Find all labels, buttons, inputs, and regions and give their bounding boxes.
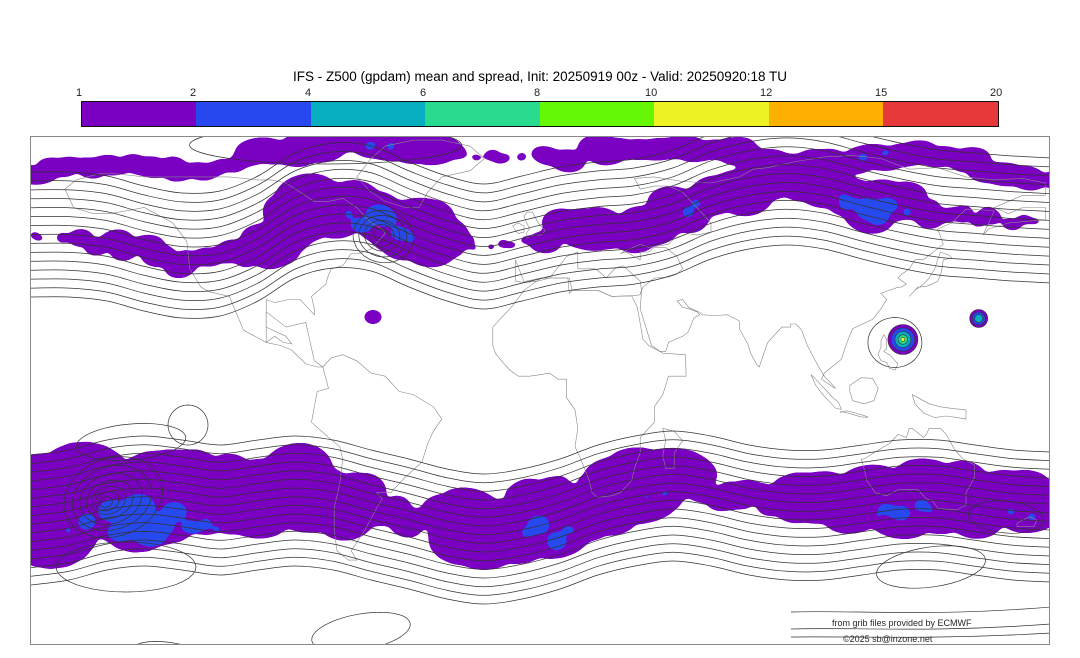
svg-text:©2025 sb@inzone.net: ©2025 sb@inzone.net (843, 634, 933, 644)
svg-text:from grib files provided by EC: from grib files provided by ECMWF (832, 618, 972, 628)
